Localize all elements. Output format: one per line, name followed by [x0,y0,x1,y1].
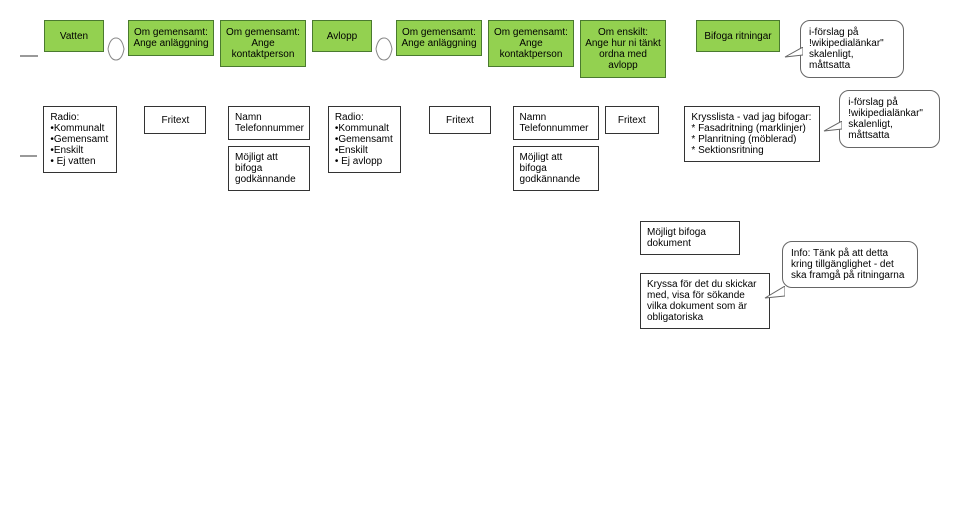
box-gemensamt-kontakt-1: Om gemensamt: Ange kontaktperson [220,20,306,67]
box-gemensamt-anlaggning-1: Om gemensamt: Ange anläggning [128,20,214,56]
box-avlopp: Avlopp [312,20,372,52]
label: Radio: •Kommunalt •Gemensamt •Enskilt • … [335,112,393,167]
label: Bifoga ritningar [704,31,771,42]
label: Om gemensamt: Ange kontaktperson [493,27,569,60]
fritext-3: Fritext [605,106,659,134]
fritext-1: Fritext [144,106,206,134]
label: Möjligt att bifoga godkännande [520,152,592,185]
callout-text: i-förslag på !wikipedialänkar" skalenlig… [809,27,884,71]
box-vatten: Vatten [44,20,104,52]
label: Om gemensamt: Ange anläggning [401,27,476,49]
callout-ritningar-1: i-förslag på !wikipedialänkar" skalenlig… [800,20,904,78]
mojligt-godkannande-2: Möjligt att bifoga godkännande [513,146,599,191]
label: Namn Telefonnummer [235,112,304,134]
callout-info: Info: Tänk på att detta kring tillgängli… [782,241,918,288]
col-bottom-left: Möjligt bifoga dokument Kryssa för det d… [640,221,770,329]
callout-text: i-förslag på !wikipedialänkar" skalenlig… [848,97,923,141]
row-1: Vatten Om gemensamt: Ange anläggning Om … [20,20,940,78]
kryssa-skickar: Kryssa för det du skickar med, visa för … [640,273,770,329]
box-bifoga-ritningar: Bifoga ritningar [696,20,780,52]
row-3: Möjligt bifoga dokument Kryssa för det d… [640,221,940,329]
box-gemensamt-kontakt-2: Om gemensamt: Ange kontaktperson [488,20,574,67]
label: Namn Telefonnummer [520,112,589,134]
connector [110,48,122,50]
lead-line-2 [20,155,37,157]
connector [378,48,390,50]
mojligt-bifoga-dokument: Möjligt bifoga dokument [640,221,740,255]
label: Fritext [446,115,474,126]
col-namn-1: Namn Telefonnummer Möjligt att bifoga go… [228,106,310,191]
label: Om gemensamt: Ange kontaktperson [225,27,301,60]
box-enskilt-avlopp: Om enskilt: Ange hur ni tänkt ordna med … [580,20,666,78]
label: Fritext [618,115,646,126]
label: Krysslista - vad jag bifogar: * Fasadrit… [691,112,811,156]
lead-line-1 [20,55,38,57]
box-vatten-label: Vatten [60,31,88,42]
krysslista: Krysslista - vad jag bifogar: * Fasadrit… [684,106,819,162]
mojligt-godkannande-1: Möjligt att bifoga godkännande [228,146,310,191]
box-gemensamt-anlaggning-2: Om gemensamt: Ange anläggning [396,20,482,56]
label: Avlopp [327,31,357,42]
label: Om gemensamt: Ange anläggning [133,27,208,49]
label: Kryssa för det du skickar med, visa för … [647,279,763,323]
label: Radio: •Kommunalt •Gemensamt •Enskilt • … [50,112,108,167]
callout-text: Info: Tänk på att detta kring tillgängli… [791,248,904,281]
row-2: Radio: •Kommunalt •Gemensamt •Enskilt • … [20,106,940,191]
col-namn-2: Namn Telefonnummer Möjligt att bifoga go… [513,106,599,191]
label: Möjligt bifoga dokument [647,227,733,249]
fritext-2: Fritext [429,106,491,134]
namn-telefon-1: Namn Telefonnummer [228,106,310,140]
label: Om enskilt: Ange hur ni tänkt ordna med … [585,27,661,71]
namn-telefon-2: Namn Telefonnummer [513,106,599,140]
radio-vatten: Radio: •Kommunalt •Gemensamt •Enskilt • … [43,106,117,173]
label: Fritext [161,115,189,126]
callout-ritningar-2: i-förslag på !wikipedialänkar" skalenlig… [839,90,940,148]
label: Möjligt att bifoga godkännande [235,152,303,185]
radio-avlopp: Radio: •Kommunalt •Gemensamt •Enskilt • … [328,106,402,173]
